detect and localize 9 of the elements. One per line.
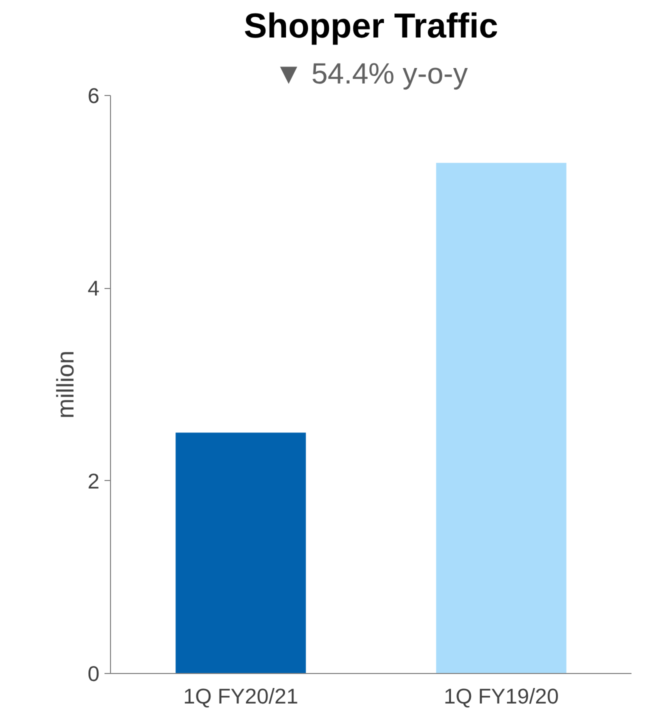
y-tick-label: 4	[88, 276, 100, 301]
y-tick-label: 2	[88, 469, 100, 494]
chart-title: Shopper Traffic	[244, 8, 498, 46]
x-tick-label: 1Q FY20/21	[183, 684, 298, 708]
y-tick-label: 6	[88, 84, 100, 108]
y-tick-label: 0	[88, 662, 100, 686]
x-tick-label: 1Q FY19/20	[444, 684, 559, 708]
text: ▼ 54.4% y-o-y	[274, 58, 468, 90]
y-axis-title: million	[52, 350, 80, 419]
